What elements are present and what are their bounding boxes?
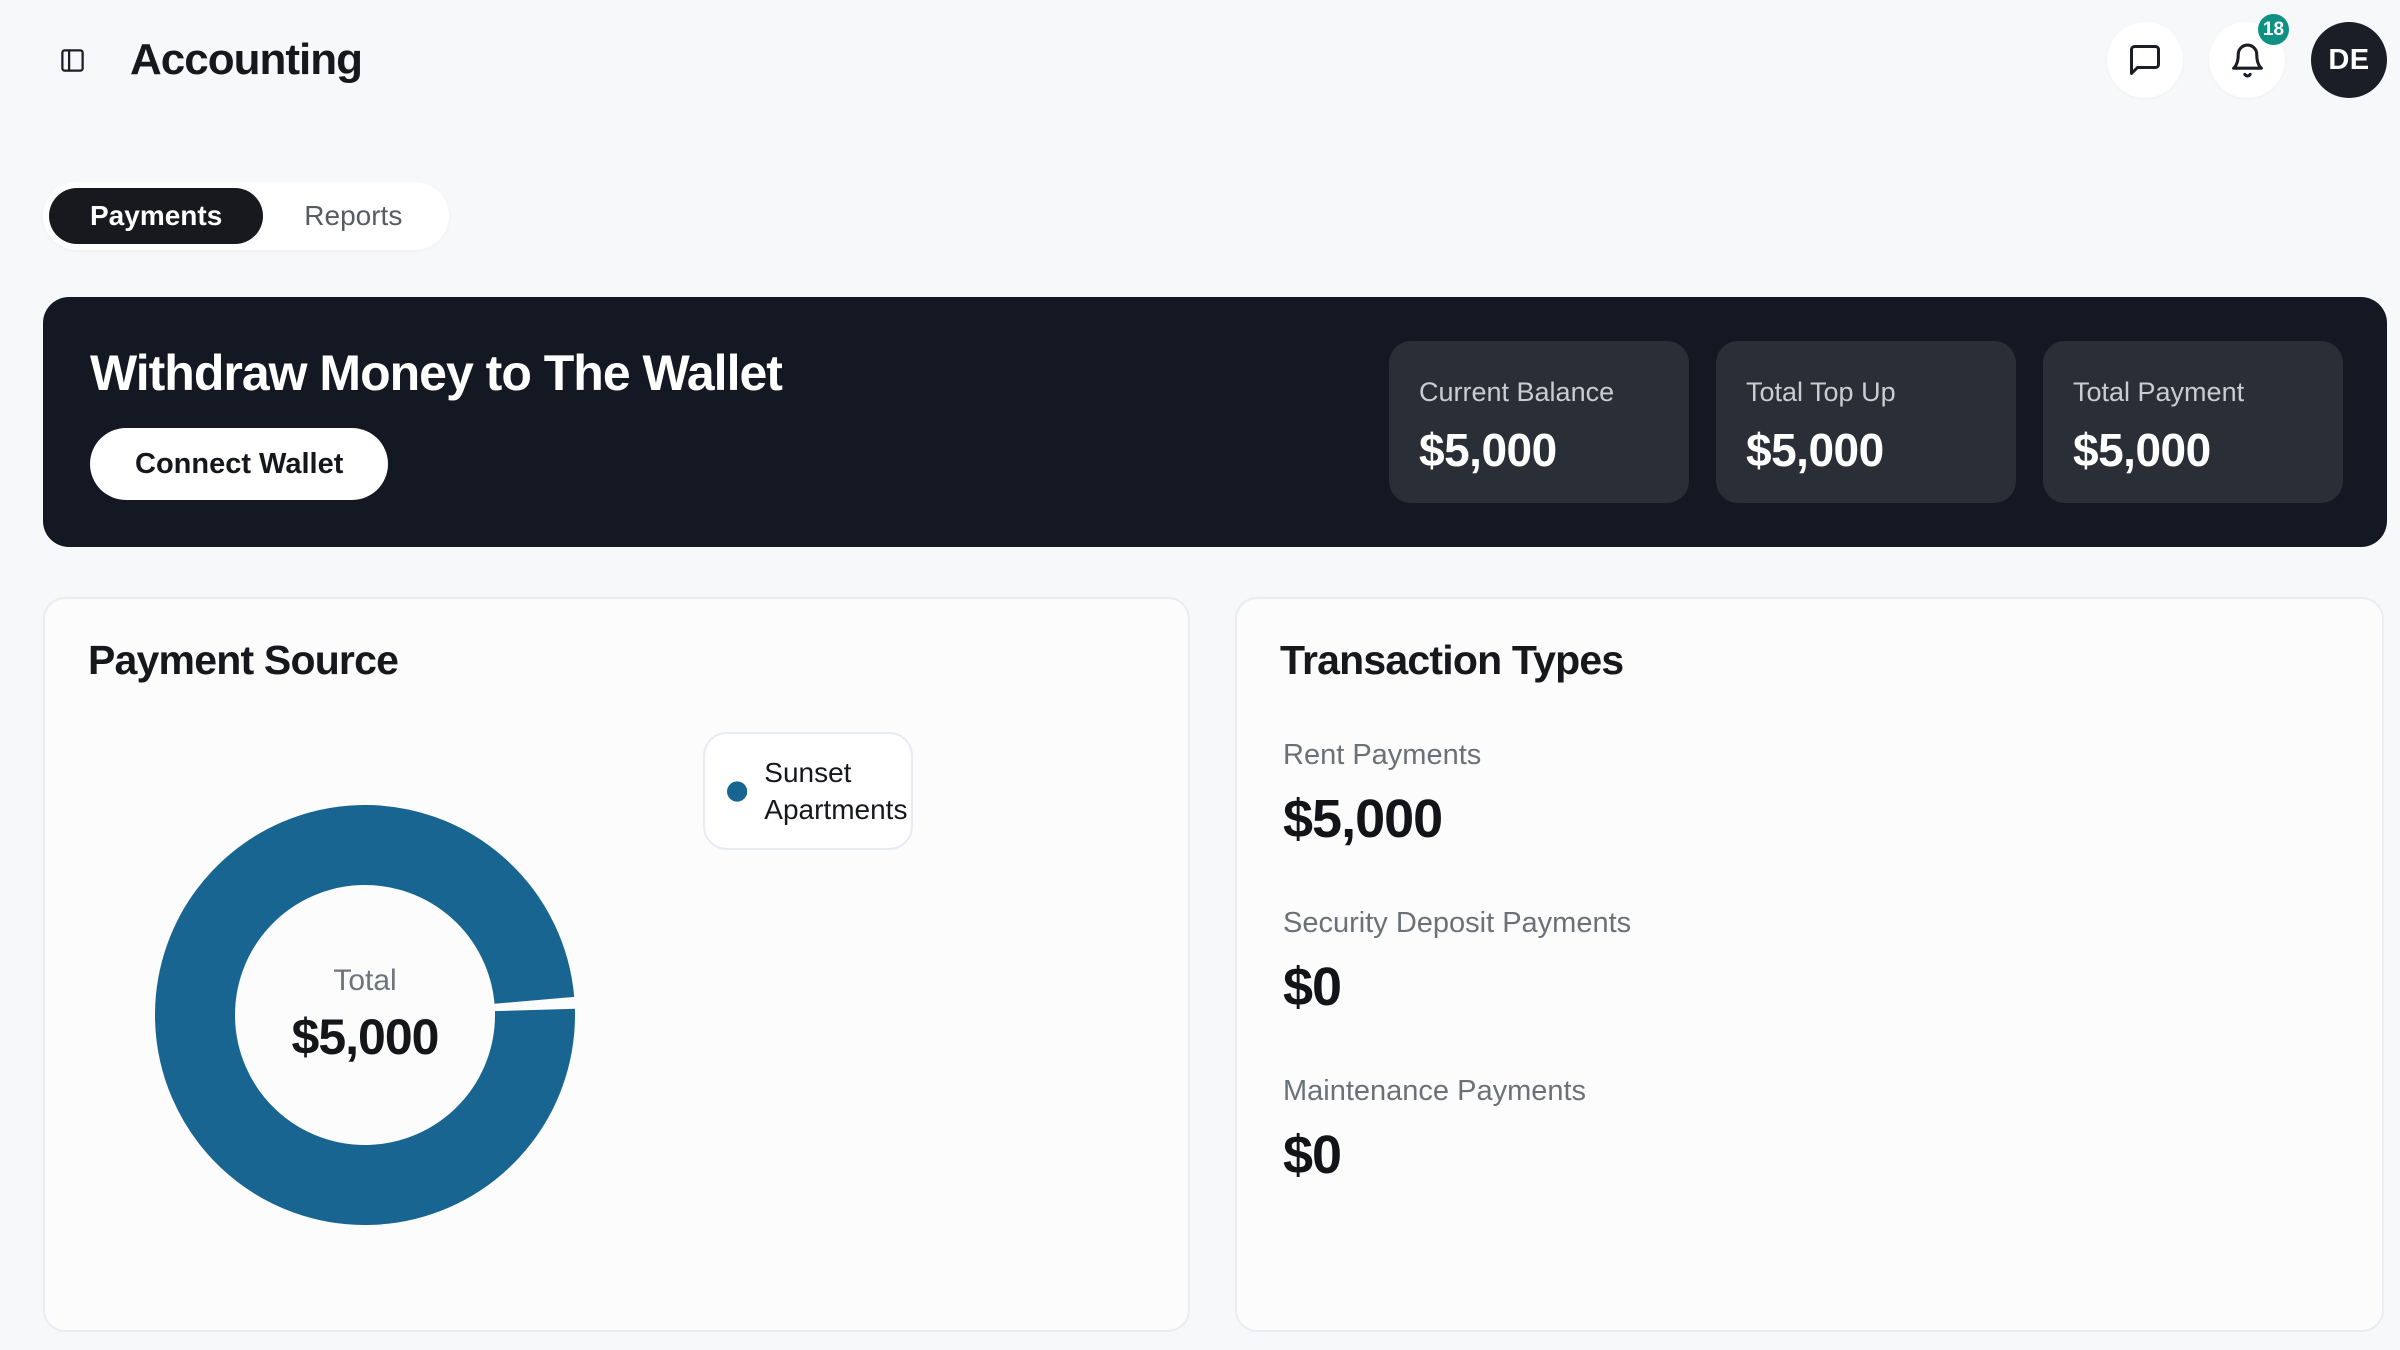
withdraw-banner: Withdraw Money to The Wallet Connect Wal…: [43, 297, 2387, 547]
header: Accounting 18 DE: [43, 14, 2387, 100]
banner-stats: Current Balance $5,000 Total Top Up $5,0…: [1389, 341, 2343, 503]
avatar[interactable]: DE: [2311, 22, 2387, 98]
tab-bar: Payments Reports: [43, 182, 450, 250]
transaction-label: Maintenance Payments: [1283, 1075, 1587, 1107]
legend-dot-icon: [727, 780, 748, 802]
stat-value: $5,000: [1419, 424, 1557, 476]
transaction-types-title: Transaction Types: [1280, 637, 1624, 683]
avatar-initials: DE: [2328, 43, 2370, 76]
transaction-item-security-deposit-payments: Security Deposit Payments $0: [1283, 907, 1631, 1018]
transaction-value: $5,000: [1283, 789, 1443, 849]
sidebar-toggle-button[interactable]: [52, 40, 92, 80]
stat-card-current-balance: Current Balance $5,000: [1389, 341, 1689, 503]
transaction-types-card: Transaction Types Rent Payments $5,000 S…: [1235, 597, 2384, 1332]
payment-source-title: Payment Source: [88, 637, 399, 683]
donut-segment-sunset-apartments[interactable]: [155, 805, 575, 1225]
transaction-item-maintenance-payments: Maintenance Payments $0: [1283, 1075, 1631, 1186]
stat-label: Total Top Up: [1746, 377, 1896, 407]
transaction-list: Rent Payments $5,000 Security Deposit Pa…: [1283, 739, 1631, 1243]
banner-title: Withdraw Money to The Wallet: [90, 345, 783, 401]
transaction-value: $0: [1283, 957, 1342, 1017]
chat-icon: [2130, 45, 2160, 75]
stat-value: $5,000: [1746, 424, 1884, 476]
stat-card-total-payment: Total Payment $5,000: [2043, 341, 2343, 503]
notification-badge: 18: [2258, 14, 2289, 45]
tab-reports[interactable]: Reports: [263, 188, 443, 244]
connect-wallet-button[interactable]: Connect Wallet: [90, 428, 389, 500]
stat-label: Current Balance: [1419, 377, 1615, 407]
page-title: Accounting: [130, 35, 363, 84]
transaction-item-rent-payments: Rent Payments $5,000: [1283, 739, 1631, 850]
stat-card-total-top-up: Total Top Up $5,000: [1716, 341, 2016, 503]
legend-item-sunset-apartments[interactable]: Sunset Apartments: [703, 732, 913, 850]
bell-icon: [2231, 43, 2263, 77]
transaction-label: Rent Payments: [1283, 739, 1482, 771]
messages-button[interactable]: [2107, 22, 2183, 98]
legend-label: Sunset Apartments: [764, 757, 908, 825]
stat-label: Total Payment: [2073, 377, 2245, 407]
payment-source-card: Payment Source Total $5,000 Sunset Apart…: [43, 597, 1190, 1332]
stat-value: $5,000: [2073, 424, 2211, 476]
transaction-value: $0: [1283, 1125, 1342, 1185]
panel-left-icon: [60, 48, 84, 72]
transaction-label: Security Deposit Payments: [1283, 907, 1632, 939]
tab-payments[interactable]: Payments: [49, 188, 264, 244]
notifications-button[interactable]: 18: [2209, 14, 2289, 98]
donut-chart: Total $5,000: [155, 805, 575, 1225]
